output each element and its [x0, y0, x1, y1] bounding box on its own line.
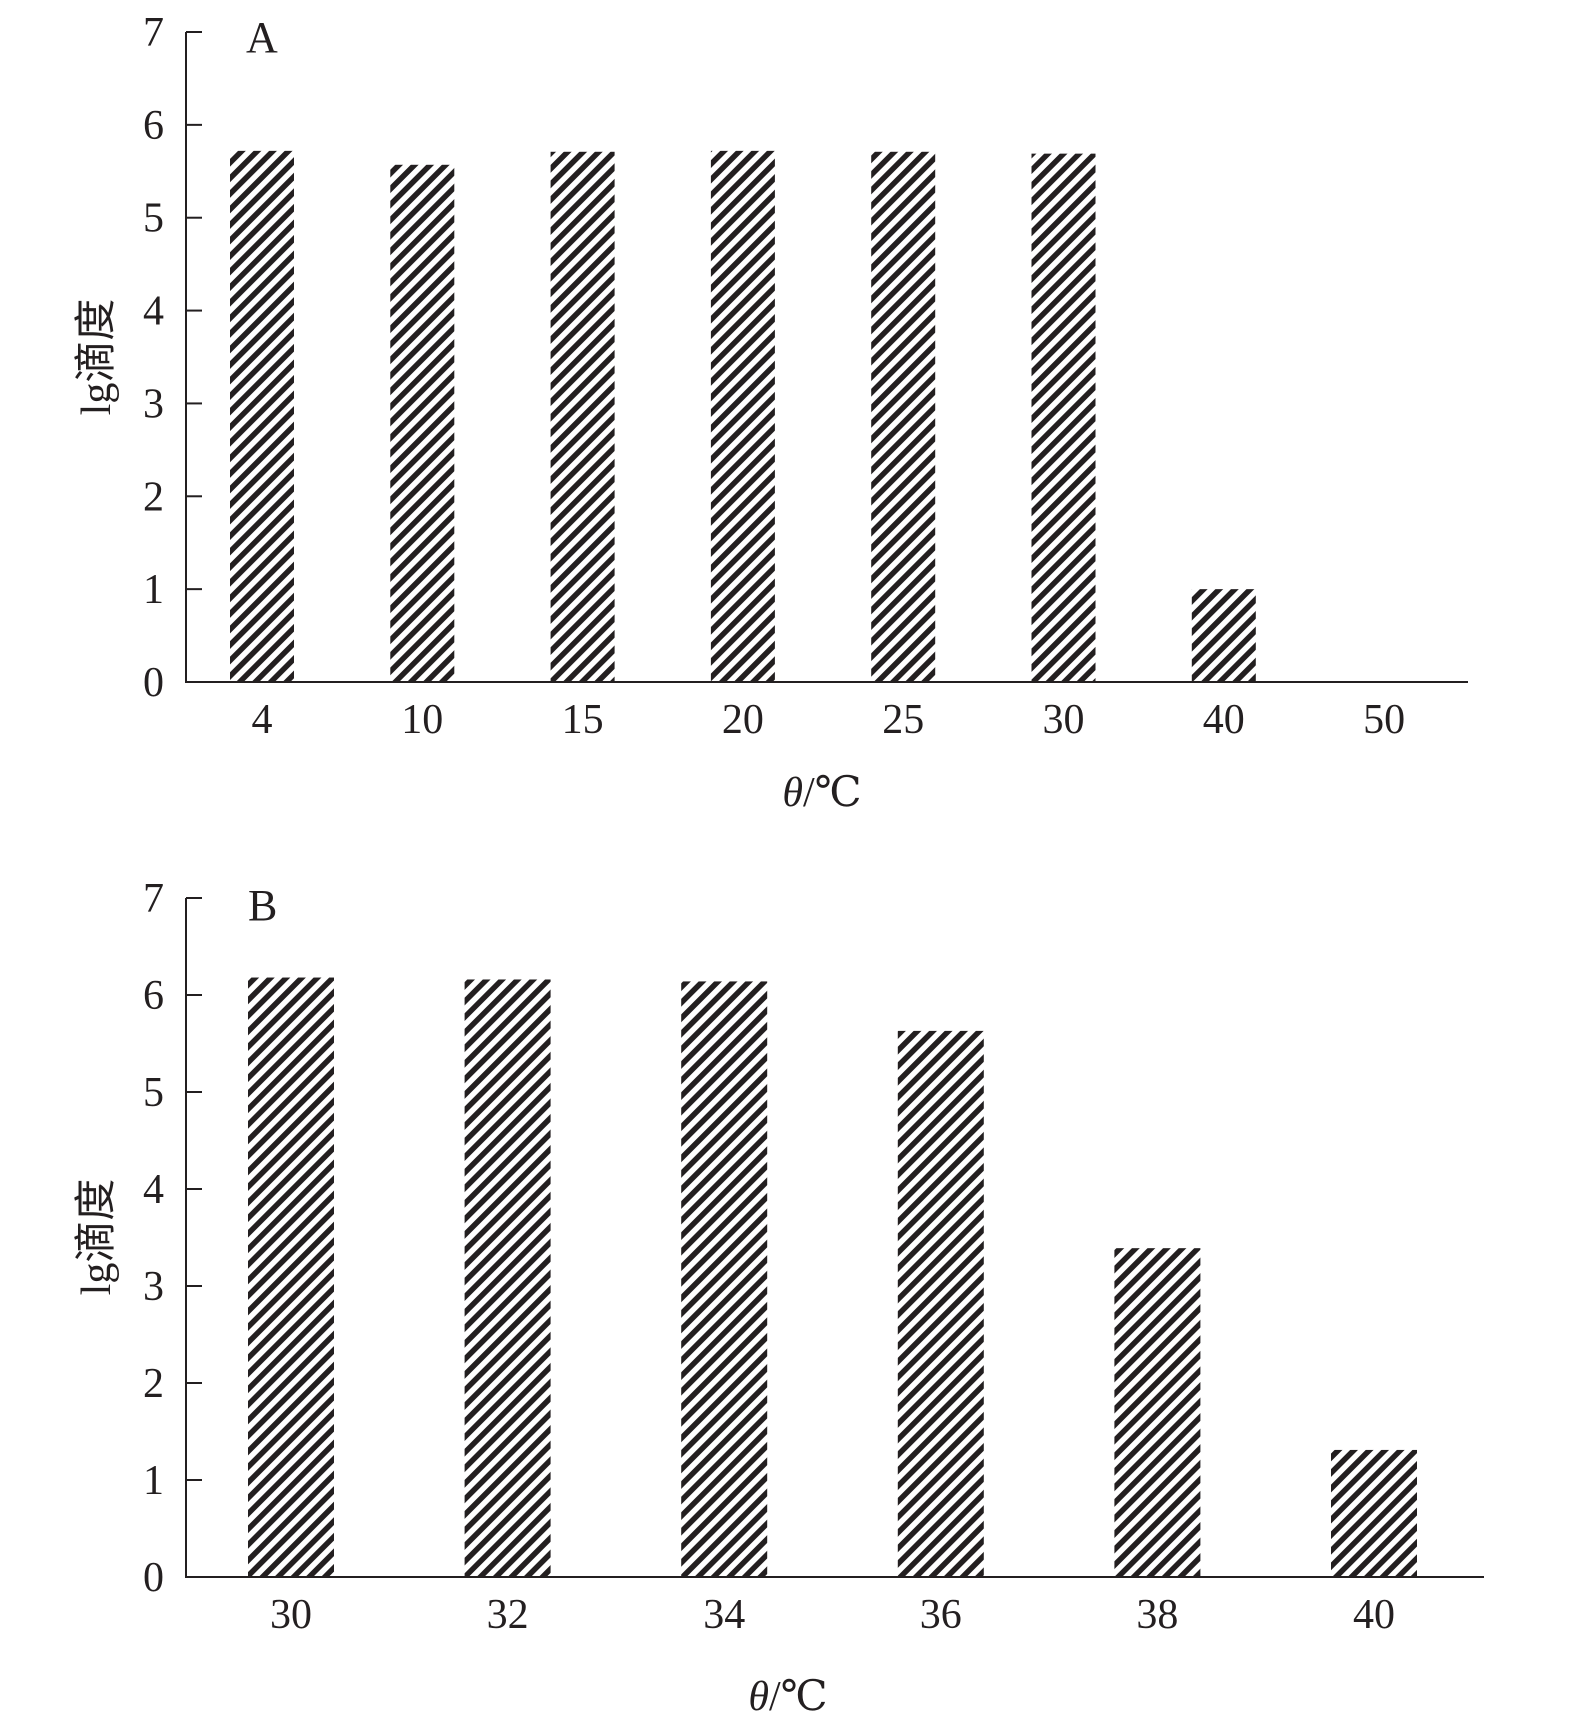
x-axis-label-unit: /℃ [769, 1674, 828, 1720]
bar [1031, 153, 1096, 683]
x-tick-label: 40 [1353, 1592, 1395, 1638]
y-tick-label: 1 [143, 567, 164, 613]
x-tick-label: 38 [1136, 1592, 1178, 1638]
x-tick-label: 4 [252, 697, 273, 743]
bar-group [230, 150, 1256, 683]
y-tick-label: 7 [143, 876, 164, 922]
x-tick-label: 36 [920, 1592, 962, 1638]
x-tick-label: 15 [562, 697, 604, 743]
x-tick-label: 30 [270, 1592, 312, 1638]
x-tick-label: 32 [487, 1592, 529, 1638]
y-tick-label: 3 [143, 1264, 164, 1310]
bar [1191, 589, 1256, 682]
x-axis-ticks: 30 32 34 36 38 40 [270, 1592, 1395, 1638]
y-tick-label: 5 [143, 196, 164, 242]
axis-lines [185, 898, 1484, 1578]
y-axis-ticks: 0 1 2 3 4 5 6 7 [143, 10, 202, 706]
x-tick-label: 10 [401, 697, 443, 743]
bar [464, 979, 551, 1577]
x-axis-label-symbol: θ [782, 770, 803, 816]
x-tick-label: 25 [882, 697, 924, 743]
x-tick-label: 50 [1363, 697, 1405, 743]
x-tick-label: 40 [1203, 697, 1245, 743]
bar [897, 1030, 984, 1577]
y-tick-label: 0 [143, 660, 164, 706]
x-axis-label-symbol: θ [748, 1674, 769, 1720]
bar [390, 164, 455, 683]
y-tick-label: 6 [143, 973, 164, 1019]
panel-letter: A [246, 13, 278, 62]
y-tick-label: 6 [143, 103, 164, 149]
bar [230, 150, 294, 682]
bar-group [248, 977, 1417, 1577]
y-tick-label: 1 [143, 1458, 164, 1504]
y-axis-label: lg滴度 [73, 299, 120, 416]
bar [871, 151, 936, 683]
x-axis-ticks: 4 10 15 20 25 30 40 50 [252, 697, 1406, 743]
y-axis-label: lg滴度 [73, 1179, 120, 1296]
y-tick-label: 3 [143, 381, 164, 427]
bar [681, 981, 768, 1577]
x-axis-label: θ/℃ [748, 1674, 827, 1720]
bar [1331, 1449, 1417, 1577]
bar [710, 150, 775, 682]
panel-letter: B [248, 881, 277, 930]
y-axis-ticks: 0 1 2 3 4 5 6 7 [143, 876, 202, 1601]
bar [248, 977, 334, 1577]
y-tick-label: 4 [143, 1167, 164, 1213]
x-tick-label: 20 [722, 697, 764, 743]
panel-a: A 0 1 2 3 4 5 6 7 4 10 15 20 25 30 40 50 lg滴度 θ/℃ [73, 10, 1468, 816]
x-tick-label: 30 [1043, 697, 1085, 743]
y-tick-label: 5 [143, 1070, 164, 1116]
y-tick-label: 4 [143, 289, 164, 335]
y-tick-label: 7 [143, 10, 164, 56]
axis-lines [185, 32, 1468, 683]
y-tick-label: 2 [143, 474, 164, 520]
bar [1114, 1248, 1201, 1577]
y-tick-label: 2 [143, 1361, 164, 1407]
y-tick-label: 0 [143, 1555, 164, 1601]
x-axis-label: θ/℃ [782, 770, 861, 816]
x-tick-label: 34 [703, 1592, 745, 1638]
x-axis-label-unit: /℃ [803, 770, 862, 816]
bar [550, 151, 615, 683]
